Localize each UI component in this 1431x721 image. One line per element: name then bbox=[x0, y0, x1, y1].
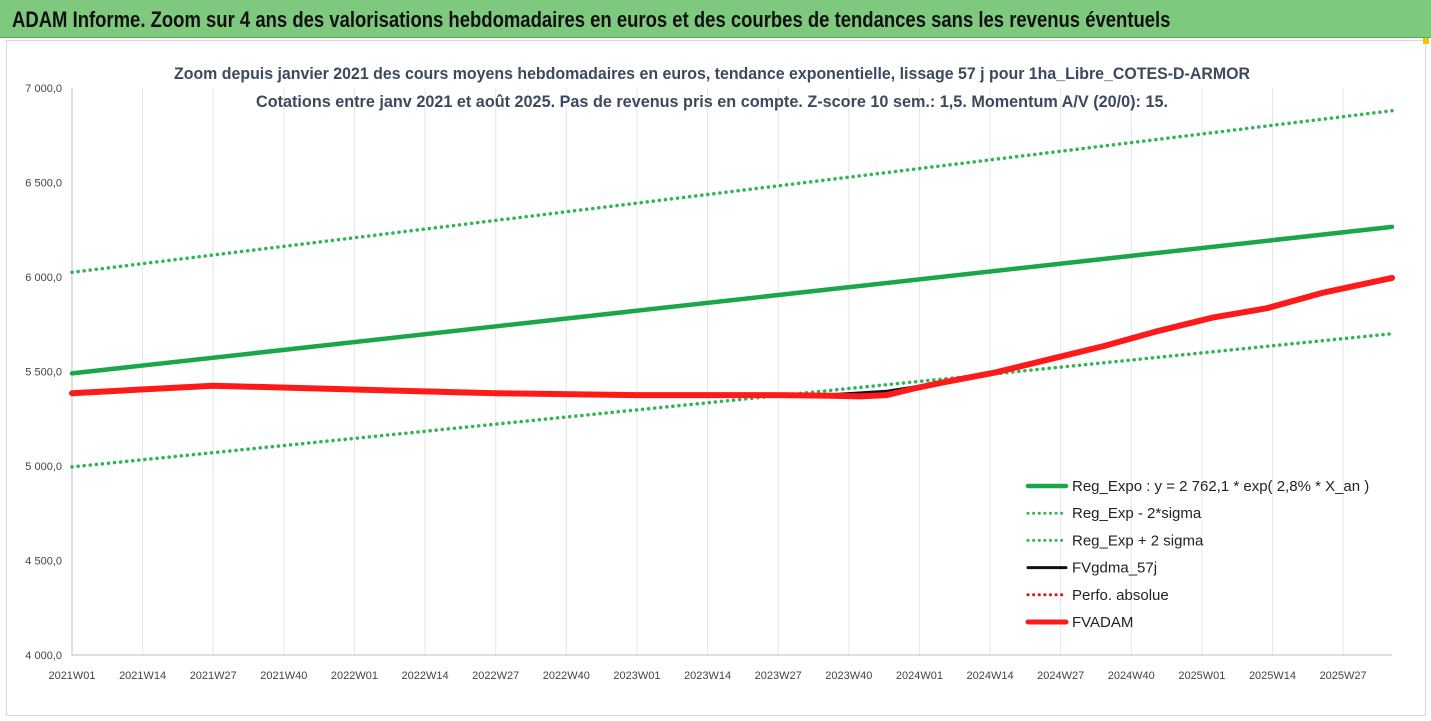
x-tick-label: 2022W14 bbox=[402, 670, 449, 682]
y-tick-label: 4 000,0 bbox=[25, 650, 62, 662]
x-tick-label: 2025W14 bbox=[1249, 670, 1296, 682]
x-tick-label: 2021W40 bbox=[260, 670, 307, 682]
legend-entry: Reg_Exp - 2*sigma bbox=[1072, 505, 1202, 522]
legend-entry: FVgdma_57j bbox=[1072, 560, 1157, 577]
y-tick-label: 6 500,0 bbox=[25, 178, 62, 190]
legend-entry: Reg_Expo : y = 2 762,1 * exp( 2,8% * X_a… bbox=[1072, 478, 1369, 495]
series-line-1 bbox=[70, 331, 1394, 469]
legend-entry: Perfo. absolue bbox=[1072, 587, 1169, 604]
x-tick-label: 2021W14 bbox=[119, 670, 166, 682]
report-banner: ADAM Informe. Zoom sur 4 ans des valoris… bbox=[0, 0, 1431, 38]
chart-subtitle: Cotations entre janv 2021 et août 2025. … bbox=[256, 93, 1168, 111]
x-tick-label: 2025W01 bbox=[1178, 670, 1225, 682]
y-tick-label: 7 000,0 bbox=[25, 83, 62, 95]
x-axis-ticks: 2021W01 2021W14 2021W27 2021W40 2022W01 2022W… bbox=[48, 670, 1366, 682]
x-tick-label: 2021W01 bbox=[48, 670, 95, 682]
x-tick-label: 2021W27 bbox=[190, 670, 237, 682]
y-tick-label: 4 500,0 bbox=[25, 556, 62, 568]
x-tick-label: 2023W14 bbox=[684, 670, 731, 682]
series-line-0 bbox=[69, 224, 1395, 376]
y-tick-label: 5 500,0 bbox=[25, 367, 62, 379]
x-tick-label: 2023W40 bbox=[825, 670, 872, 682]
x-tick-label: 2022W27 bbox=[472, 670, 519, 682]
chart-frame bbox=[6, 40, 1426, 716]
y-tick-label: 6 000,0 bbox=[25, 272, 62, 284]
legend: Reg_Expo : y = 2 762,1 * exp( 2,8% * X_a… bbox=[1025, 478, 1369, 631]
x-tick-label: 2024W27 bbox=[1037, 670, 1084, 682]
report-title: ADAM Informe. Zoom sur 4 ans des valoris… bbox=[12, 7, 1171, 32]
legend-entry: Reg_Exp + 2 sigma bbox=[1072, 532, 1204, 549]
frame-corner-marker bbox=[1423, 38, 1429, 44]
x-tick-label: 2024W01 bbox=[896, 670, 943, 682]
y-axis-ticks: 4 000,0 4 500,0 5 000,0 5 500,0 6 000,0 6 500… bbox=[25, 83, 62, 662]
series-line-5 bbox=[69, 274, 1395, 400]
x-tick-label: 2024W14 bbox=[966, 670, 1013, 682]
chart-title: Zoom depuis janvier 2021 des cours moyen… bbox=[174, 65, 1250, 83]
axes bbox=[71, 88, 1392, 656]
x-tick-label: 2025W27 bbox=[1320, 670, 1367, 682]
series-line-3 bbox=[70, 276, 1394, 397]
x-tick-label: 2022W40 bbox=[543, 670, 590, 682]
x-tick-label: 2024W40 bbox=[1108, 670, 1155, 682]
series-lines bbox=[69, 108, 1395, 469]
x-tick-label: 2023W27 bbox=[755, 670, 802, 682]
y-tick-label: 5 000,0 bbox=[25, 461, 62, 473]
x-tick-label: 2022W01 bbox=[331, 670, 378, 682]
x-tick-label: 2023W01 bbox=[613, 670, 660, 682]
grid-lines bbox=[71, 88, 1344, 655]
legend-entry: FVADAM bbox=[1072, 614, 1133, 631]
series-line-2 bbox=[70, 108, 1394, 275]
